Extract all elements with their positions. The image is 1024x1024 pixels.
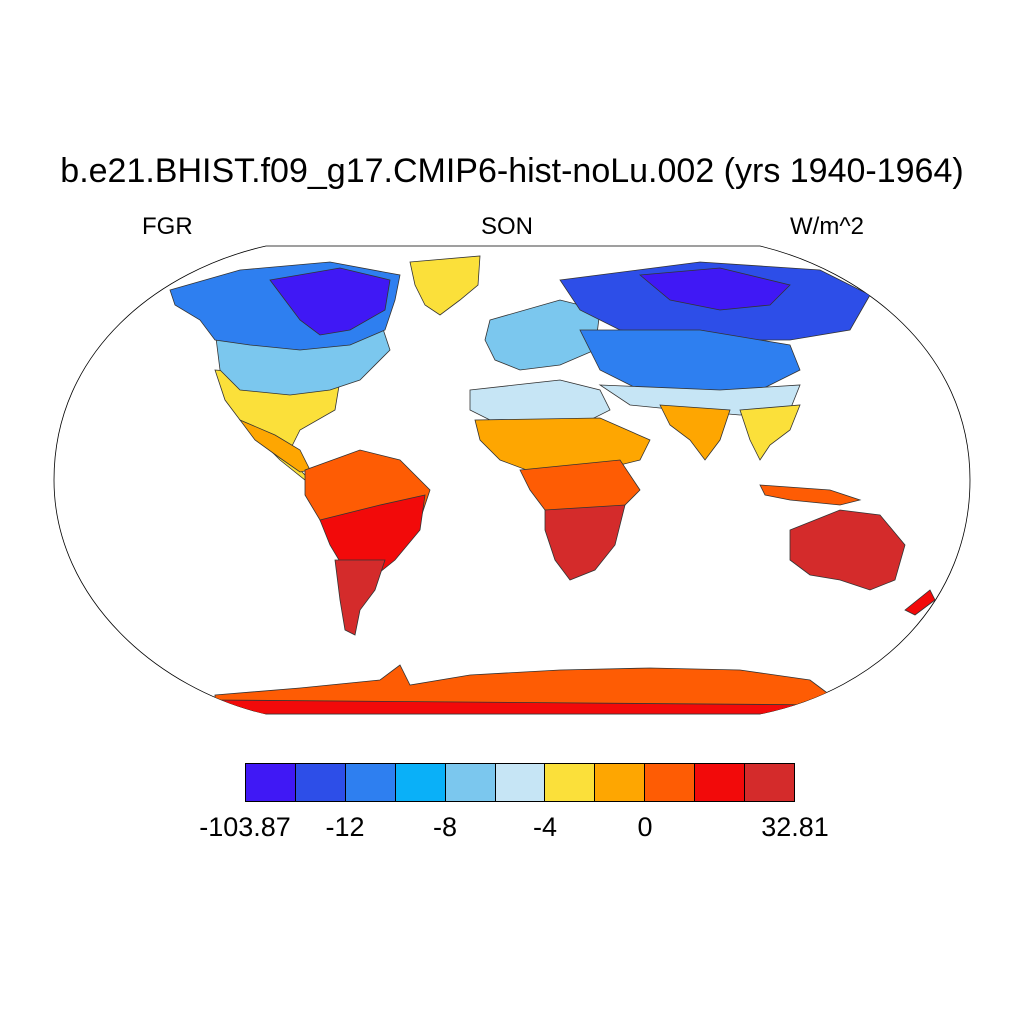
units-label: W/m^2 [790, 213, 864, 240]
colorbar-swatch [645, 764, 696, 801]
colorbar-swatch [345, 764, 396, 801]
colorbar-swatch [495, 764, 546, 801]
colorbar-label: 32.81 [761, 812, 829, 842]
season-label: SON [481, 213, 534, 240]
south-america-center [319, 494, 426, 581]
southeast-asia [739, 404, 801, 461]
colorbar-label: -4 [532, 812, 558, 842]
africa-south [544, 504, 626, 581]
south-america-south [334, 559, 386, 636]
colorbar-swatch [395, 764, 446, 801]
europe [484, 299, 601, 371]
colorbar-label: -8 [432, 812, 458, 842]
colorbar-label: -103.87 [199, 812, 291, 842]
colorbar-swatch [745, 764, 794, 801]
india [659, 404, 731, 461]
colorbar-swatch [295, 764, 346, 801]
siberia [638, 267, 791, 311]
colorbar-swatch [595, 764, 646, 801]
colorbar-label: 0 [637, 812, 653, 842]
map-title: b.e21.BHIST.f09_g17.CMIP6-hist-noLu.002 … [60, 152, 964, 190]
new-zealand [904, 589, 936, 616]
variable-label: FGR [142, 213, 193, 240]
colorbar-label: -12 [325, 812, 365, 842]
greenland [409, 255, 481, 316]
colorbar-swatch [695, 764, 746, 801]
canada-arctic [269, 267, 391, 336]
australia [789, 509, 906, 591]
colorbar-swatch [246, 764, 296, 801]
colorbar-swatch [445, 764, 496, 801]
colorbar-swatch [545, 764, 596, 801]
colorbar [245, 763, 795, 802]
indonesia [759, 484, 862, 506]
